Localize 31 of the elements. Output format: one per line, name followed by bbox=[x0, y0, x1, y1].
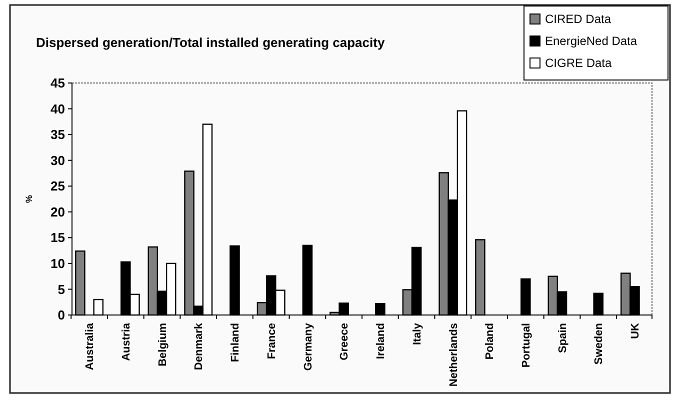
y-tick-label: 0 bbox=[58, 308, 65, 323]
y-tick-label: 10 bbox=[50, 256, 65, 271]
x-tick-label: Australia bbox=[84, 322, 96, 370]
x-tick-label: Denmark bbox=[193, 322, 206, 370]
x-tick-label: Spain bbox=[556, 322, 569, 353]
y-axis-title: % bbox=[24, 194, 34, 204]
legend-label: CIRED Data bbox=[545, 12, 612, 26]
x-tick-label: Portugal bbox=[520, 323, 532, 368]
legend-label: CIGRE Data bbox=[545, 56, 612, 70]
x-tick-label: Finland bbox=[230, 323, 242, 362]
y-tick-label: 45 bbox=[50, 76, 65, 91]
x-tick-label: Poland bbox=[484, 323, 496, 360]
x-tick-label: France bbox=[266, 323, 278, 360]
y-tick-label: 40 bbox=[50, 101, 65, 116]
x-tick-label: Greece bbox=[338, 323, 351, 360]
legend-label: EnergieNed Data bbox=[545, 34, 638, 48]
x-tick-label: Germany bbox=[302, 322, 314, 371]
y-tick-label: 20 bbox=[50, 204, 65, 220]
y-tick-label: 30 bbox=[50, 152, 65, 168]
x-tick-label: Italy bbox=[411, 322, 424, 346]
x-tick-label: Ireland bbox=[375, 323, 388, 360]
x-tick-label: Austria bbox=[120, 322, 132, 361]
y-tick-label: 15 bbox=[50, 230, 65, 246]
y-tick-label: 5 bbox=[58, 282, 65, 297]
x-tick-label: Netherlands bbox=[448, 323, 460, 387]
x-tick-label: Sweden bbox=[593, 322, 606, 365]
y-tick-label: 25 bbox=[50, 178, 65, 194]
x-tick-label: UK bbox=[630, 322, 642, 339]
chart-title: Dispersed generation/Total installed generating capacity bbox=[36, 35, 386, 50]
x-tick-label: Belgium bbox=[156, 322, 169, 366]
y-tick-label: 35 bbox=[50, 127, 65, 142]
